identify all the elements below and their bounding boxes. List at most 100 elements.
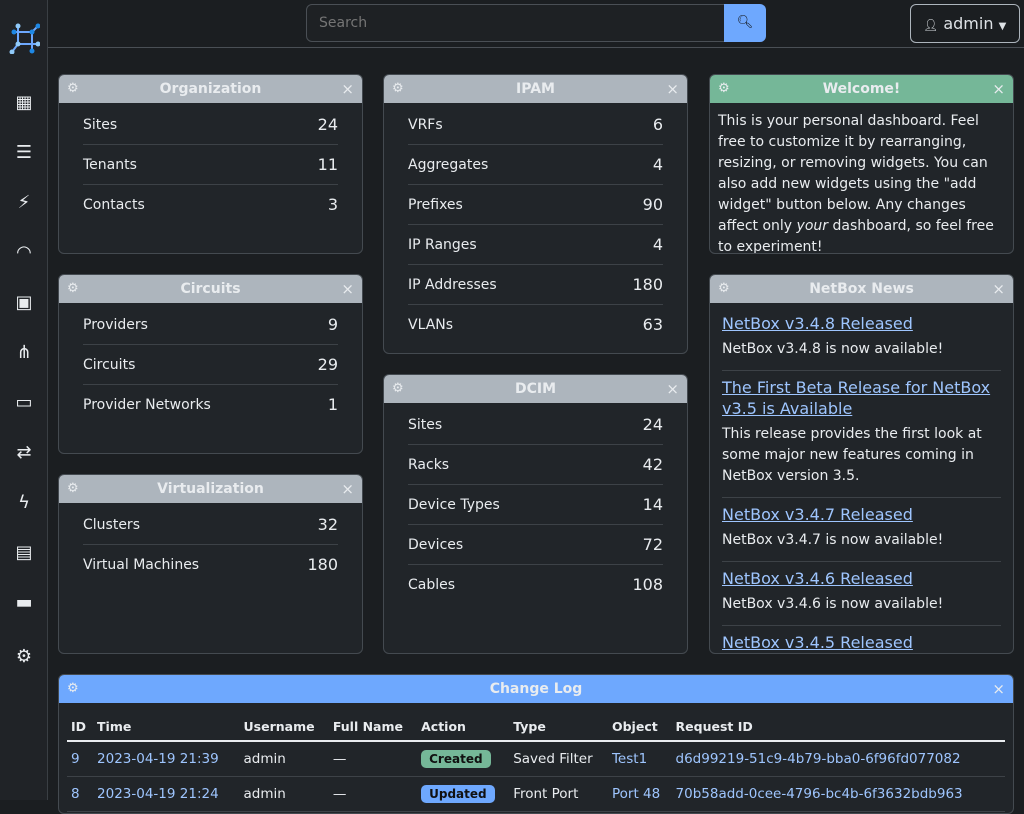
power-icon[interactable]: ϟ xyxy=(18,492,30,513)
widget-title: Organization xyxy=(159,81,262,97)
stat-label[interactable]: Prefixes xyxy=(408,197,463,213)
stat-label[interactable]: Aggregates xyxy=(408,157,489,173)
stat-value: 6 xyxy=(652,115,663,134)
gear-icon[interactable]: ⚙ xyxy=(67,481,79,496)
stat-label[interactable]: IP Addresses xyxy=(408,277,497,293)
stat-row[interactable]: Prefixes 90 xyxy=(408,185,663,225)
stat-label[interactable]: Racks xyxy=(408,457,450,473)
stat-label[interactable]: Clusters xyxy=(83,517,140,533)
stat-label[interactable]: Providers xyxy=(83,317,148,333)
column-header[interactable]: Action xyxy=(417,713,510,742)
stat-row[interactable]: Provider Networks 1 xyxy=(83,385,338,425)
gear-icon[interactable]: ⚙ xyxy=(392,381,404,396)
column-header[interactable]: Username xyxy=(239,713,329,742)
stat-label[interactable]: Cables xyxy=(408,577,456,593)
news-link[interactable]: NetBox v3.4.8 Released xyxy=(722,314,913,333)
connections-icon[interactable]: ⚡︎ xyxy=(17,192,31,213)
netbox-logo-icon[interactable] xyxy=(8,20,40,54)
stat-label[interactable]: Circuits xyxy=(83,357,136,373)
news-item: NetBox v3.4.5 Released xyxy=(722,626,1001,653)
stat-row[interactable]: IP Addresses 180 xyxy=(408,265,663,305)
news-link[interactable]: The First Beta Release for NetBox v3.5 i… xyxy=(722,378,991,418)
cell-time[interactable]: 2023-04-19 21:39 xyxy=(93,741,240,777)
operations-icon[interactable]: ⚙ xyxy=(15,646,33,667)
stat-value: 1 xyxy=(327,395,338,414)
stat-row[interactable]: Sites 24 xyxy=(408,405,663,445)
stat-label[interactable]: Tenants xyxy=(83,157,137,173)
close-icon[interactable]: × xyxy=(666,80,679,98)
column-header[interactable]: Request ID xyxy=(671,713,1005,742)
gear-icon[interactable]: ⚙ xyxy=(718,81,730,96)
stat-row[interactable]: Sites 24 xyxy=(83,105,338,145)
close-icon[interactable]: × xyxy=(341,480,354,498)
news-link[interactable]: NetBox v3.4.7 Released xyxy=(722,505,913,524)
gear-icon[interactable]: ⚙ xyxy=(392,81,404,96)
stat-label[interactable]: Sites xyxy=(83,117,118,133)
gear-icon[interactable]: ⚙ xyxy=(67,681,79,696)
organization-icon[interactable]: ▦ xyxy=(15,92,33,113)
stat-row[interactable]: Racks 42 xyxy=(408,445,663,485)
cell-object[interactable]: Test1 xyxy=(607,741,672,777)
widget-header: ⚙ IPAM × xyxy=(384,75,687,103)
stat-row[interactable]: Devices 72 xyxy=(408,525,663,565)
column-header[interactable]: ID xyxy=(67,713,94,742)
wireless-icon[interactable]: ◠ xyxy=(16,242,32,263)
stat-label[interactable]: Virtual Machines xyxy=(83,557,200,573)
cell-request-id[interactable]: d6d99219-51c9-4b79-bba0-6f96fd077082 xyxy=(671,741,1005,777)
search-button[interactable]: 🔍︎ xyxy=(724,4,766,42)
devices-icon[interactable]: ☰ xyxy=(15,142,33,163)
stat-row[interactable]: Clusters 32 xyxy=(83,505,338,545)
user-menu-button[interactable]: 👤︎ admin ▼ xyxy=(910,4,1020,43)
circuits-icon[interactable]: ⇄ xyxy=(16,442,32,463)
column-header[interactable]: Time xyxy=(93,713,240,742)
stat-label[interactable]: Device Types xyxy=(408,497,500,513)
close-icon[interactable]: × xyxy=(992,280,1005,298)
customization-icon[interactable]: ▬ xyxy=(15,592,33,613)
stat-value: 180 xyxy=(632,275,663,294)
virtualization-icon[interactable]: ▭ xyxy=(15,392,33,413)
stat-row[interactable]: Contacts 3 xyxy=(83,185,338,225)
stat-row[interactable]: Cables 108 xyxy=(408,565,663,605)
search-input[interactable] xyxy=(306,4,726,42)
stat-label[interactable]: IP Ranges xyxy=(408,237,477,253)
stat-row[interactable]: Aggregates 4 xyxy=(408,145,663,185)
news-link[interactable]: NetBox v3.4.5 Released xyxy=(722,633,913,652)
stat-label[interactable]: VLANs xyxy=(408,317,454,333)
stat-row[interactable]: Tenants 11 xyxy=(83,145,338,185)
widget-virtualization: ⚙ Virtualization × Clusters 32 Virtual Machin… xyxy=(58,474,363,654)
stat-row[interactable]: IP Ranges 4 xyxy=(408,225,663,265)
stat-row[interactable]: Virtual Machines 180 xyxy=(83,545,338,585)
stat-label[interactable]: Contacts xyxy=(83,197,145,213)
stat-row[interactable]: Providers 9 xyxy=(83,305,338,345)
stat-row[interactable]: Device Types 14 xyxy=(408,485,663,525)
close-icon[interactable]: × xyxy=(666,380,679,398)
gear-icon[interactable]: ⚙ xyxy=(67,281,79,296)
cell-id[interactable]: 9 xyxy=(67,741,94,777)
cell-object[interactable]: Port 48 xyxy=(607,776,672,812)
news-link[interactable]: NetBox v3.4.6 Released xyxy=(722,569,913,588)
stat-label[interactable]: Provider Networks xyxy=(83,397,211,413)
cell-id[interactable]: 8 xyxy=(67,776,94,812)
gear-icon[interactable]: ⚙ xyxy=(718,281,730,296)
provisioning-icon[interactable]: ▤ xyxy=(15,542,33,563)
stat-label[interactable]: Sites xyxy=(408,417,443,433)
overlay-icon[interactable]: ⋔ xyxy=(16,342,32,363)
close-icon[interactable]: × xyxy=(992,680,1005,698)
column-header[interactable]: Type xyxy=(509,713,608,742)
stat-row[interactable]: VRFs 6 xyxy=(408,105,663,145)
close-icon[interactable]: × xyxy=(341,280,354,298)
column-header[interactable]: Full Name xyxy=(328,713,418,742)
username: admin xyxy=(943,14,994,33)
column-header[interactable]: Object xyxy=(607,713,672,742)
stat-label[interactable]: Devices xyxy=(408,537,464,553)
stat-label[interactable]: VRFs xyxy=(408,117,443,133)
cell-time[interactable]: 2023-04-19 21:24 xyxy=(93,776,240,812)
cell-full-name: — xyxy=(328,776,418,812)
cell-request-id[interactable]: 70b58add-0cee-4796-bc4b-6f3632bdb963 xyxy=(671,776,1005,812)
stat-row[interactable]: VLANs 63 xyxy=(408,305,663,345)
gear-icon[interactable]: ⚙ xyxy=(67,81,79,96)
stat-row[interactable]: Circuits 29 xyxy=(83,345,338,385)
close-icon[interactable]: × xyxy=(341,80,354,98)
close-icon[interactable]: × xyxy=(992,80,1005,98)
ipam-icon[interactable]: ▣ xyxy=(15,292,33,313)
